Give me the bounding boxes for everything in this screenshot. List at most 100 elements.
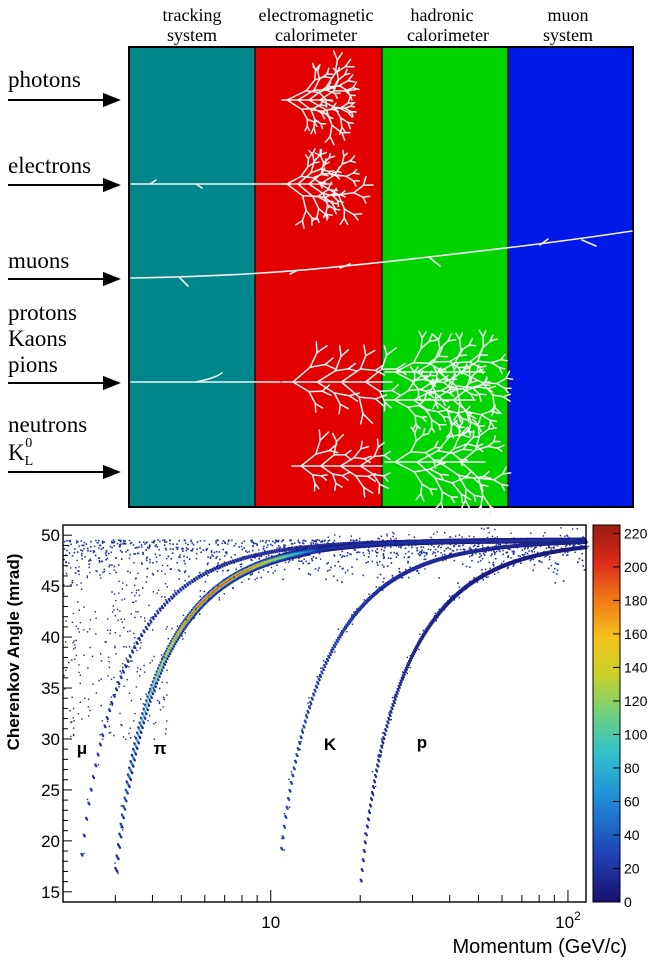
heatmap-cell <box>371 799 373 801</box>
heatmap-cell <box>165 661 168 663</box>
heatmap-cell <box>118 564 120 566</box>
heatmap-cell <box>186 624 189 627</box>
heatmap-cell <box>210 550 213 552</box>
heatmap-cell <box>162 539 164 542</box>
heatmap-cell <box>313 694 316 697</box>
heatmap-cell <box>111 541 113 544</box>
heatmap-cell <box>417 645 420 648</box>
heatmap-cell <box>346 554 348 557</box>
heatmap-cell <box>182 550 184 552</box>
heatmap-cell <box>323 540 326 542</box>
heatmap-cell <box>215 542 217 544</box>
heatmap-cell <box>442 559 444 562</box>
heatmap-cell <box>549 556 551 558</box>
heatmap-cell <box>369 545 372 548</box>
heatmap-cell <box>95 765 98 768</box>
heatmap-cell <box>406 665 408 667</box>
heatmap-cell <box>241 542 243 544</box>
heatmap-cell <box>465 540 468 542</box>
heatmap-cell <box>301 554 304 557</box>
heatmap-cell <box>307 711 310 714</box>
particle-showers <box>281 50 514 517</box>
heatmap-cell <box>243 574 246 577</box>
heatmap-cell <box>309 552 312 555</box>
heatmap-cell <box>241 563 243 565</box>
heatmap-cell <box>548 558 551 561</box>
heatmap-cell <box>318 679 321 682</box>
heatmap-cell <box>380 751 383 754</box>
heatmap-cell <box>340 633 343 636</box>
heatmap-cell <box>265 539 268 542</box>
heatmap-cell <box>403 573 406 576</box>
heatmap-cell <box>400 682 402 685</box>
heatmap-cell <box>386 583 389 586</box>
heatmap-cell <box>565 544 568 547</box>
heatmap-cell <box>90 540 92 543</box>
heatmap-cell <box>435 620 437 622</box>
heatmap-cell <box>153 689 156 692</box>
heatmap-cell <box>409 666 411 669</box>
heatmap-cell <box>346 631 348 633</box>
heatmap-cell <box>383 585 386 588</box>
heatmap-cell <box>292 775 295 778</box>
heatmap-cell <box>120 672 123 674</box>
heatmap-cell <box>490 554 492 557</box>
heatmap-cell <box>426 629 429 632</box>
heatmap-cell <box>476 545 479 548</box>
heatmap-cell <box>377 537 379 539</box>
heatmap-cell <box>382 732 384 734</box>
heatmap-cell <box>183 628 186 631</box>
heatmap-cell <box>430 536 432 538</box>
heatmap-cell <box>311 552 314 554</box>
heatmap-cell <box>204 580 207 583</box>
heatmap-cell <box>580 544 582 547</box>
heatmap-cell <box>278 547 281 549</box>
heatmap-cell <box>479 550 482 553</box>
heatmap-cell <box>481 557 484 560</box>
heatmap-cell <box>203 590 205 593</box>
heatmap-cell <box>182 548 184 550</box>
heatmap-cell <box>199 590 202 592</box>
heatmap-cell <box>246 572 249 575</box>
heatmap-cell <box>146 556 149 559</box>
heatmap-cell <box>380 548 383 551</box>
heatmap-cell <box>322 550 325 553</box>
heatmap-cell <box>433 560 436 563</box>
heatmap-cell <box>118 686 120 688</box>
heatmap-cell <box>288 559 291 562</box>
heatmap-cell <box>400 681 403 684</box>
heatmap-cell <box>120 836 123 839</box>
heatmap-cell <box>128 785 131 788</box>
heatmap-cell <box>397 689 400 692</box>
heatmap-cell <box>353 615 356 618</box>
heatmap-cell <box>222 548 224 551</box>
heatmap-cell <box>407 561 409 564</box>
heatmap-cell <box>129 778 132 781</box>
heatmap-cell <box>544 532 546 534</box>
heatmap-cell <box>260 576 263 579</box>
heatmap-cell <box>99 544 102 547</box>
heatmap-cell <box>254 553 256 556</box>
heatmap-cell <box>392 535 394 538</box>
heatmap-cell <box>351 623 354 625</box>
heatmap-cell <box>301 560 303 562</box>
heatmap-cell <box>432 551 435 553</box>
heatmap-cell <box>209 557 212 560</box>
heatmap-cell <box>382 589 384 591</box>
heatmap-cell <box>482 546 484 549</box>
heatmap-cell <box>171 648 174 650</box>
heatmap-cell <box>359 537 361 540</box>
heatmap-cell <box>298 541 300 543</box>
heatmap-cell <box>246 557 249 560</box>
heatmap-cell <box>373 787 375 789</box>
heatmap-cell <box>440 546 442 549</box>
heatmap-cell <box>422 564 425 567</box>
heatmap-cell <box>142 553 144 555</box>
heatmap-cell <box>393 533 395 535</box>
heatmap-cell <box>81 550 84 552</box>
heatmap-cell <box>507 566 509 569</box>
heatmap-cell <box>127 570 129 573</box>
heatmap-cell <box>356 551 358 554</box>
heatmap-cell <box>267 553 269 555</box>
heatmap-cell <box>222 569 224 572</box>
